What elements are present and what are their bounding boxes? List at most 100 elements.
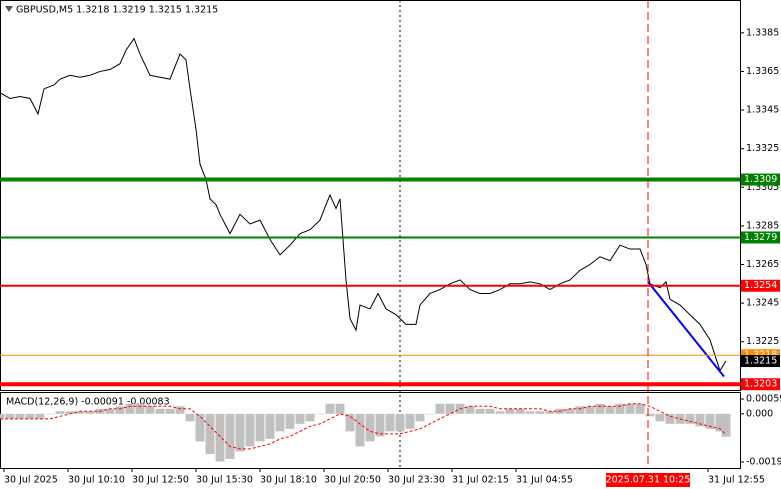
- macd-bar: [615, 403, 625, 414]
- y-tick-label: 0.000: [746, 408, 773, 419]
- macd-bar: [155, 408, 165, 414]
- signal-line: [0, 403, 727, 450]
- y-tick-label: 1.3325: [746, 143, 779, 154]
- macd-bar: [215, 413, 225, 462]
- macd-bar: [35, 413, 45, 419]
- x-tick-label: 30 Jul 18:10: [260, 475, 317, 486]
- level-label-box: [741, 378, 780, 391]
- macd-bar: [595, 403, 605, 414]
- macd-bar: [545, 411, 555, 414]
- x-tick-label: 30 Jul 10:10: [68, 475, 125, 486]
- macd-bar: [505, 408, 515, 414]
- macd-bar: [5, 413, 15, 419]
- macd-bar: [475, 408, 485, 414]
- macd-bar: [705, 413, 715, 429]
- macd-bar: [685, 413, 695, 424]
- y-tick-label: 1.3265: [746, 259, 779, 270]
- macd-bar: [185, 413, 195, 422]
- macd-bar: [525, 411, 535, 414]
- trend-line: [647, 281, 725, 378]
- macd-bar: [495, 411, 505, 414]
- macd-bar: [605, 406, 615, 414]
- macd-bar: [245, 413, 255, 447]
- macd-bar: [145, 406, 155, 414]
- macd-bar: [45, 413, 55, 415]
- macd-bar: [175, 406, 185, 414]
- macd-bar: [235, 413, 245, 452]
- macd-bar: [345, 413, 355, 432]
- macd-bar: [85, 411, 95, 414]
- macd-bar: [645, 413, 655, 417]
- macd-bar: [115, 406, 125, 414]
- y-tick-label: 1.3245: [746, 298, 779, 309]
- macd-bar: [635, 403, 645, 414]
- macd-title: MACD(12,26,9) -0.00091 -0.00083: [6, 397, 170, 408]
- macd-bar: [695, 413, 705, 427]
- macd-bar: [205, 413, 215, 454]
- y-tick-label: 1.3345: [746, 105, 779, 116]
- macd-panel-frame: [0, 392, 741, 469]
- level-label-box: [741, 231, 780, 244]
- last-price-box: [741, 355, 780, 368]
- macd-bar: [65, 411, 75, 414]
- macd-bar: [465, 406, 475, 414]
- macd-bar: [585, 406, 595, 414]
- y-tick-label: 0.00059: [746, 394, 781, 405]
- macd-bar: [315, 413, 325, 415]
- y-tick-label: 1.3365: [746, 66, 779, 77]
- macd-bar: [655, 413, 665, 422]
- macd-bar: [225, 413, 235, 459]
- macd-bar: [385, 413, 395, 432]
- level-label: 1.3279: [744, 232, 777, 243]
- price-line: [0, 37, 727, 372]
- y-tick-label: -0.00192: [746, 456, 781, 467]
- macd-bar: [105, 408, 115, 414]
- macd-bar: [415, 413, 425, 422]
- x-tick-label: 31 Jul 02:15: [452, 475, 509, 486]
- macd-bar: [515, 408, 525, 414]
- macd-bar: [335, 403, 345, 414]
- macd-bar: [15, 413, 25, 419]
- macd-bar: [665, 413, 675, 424]
- level-label: 1.3309: [744, 174, 777, 185]
- macd-bar: [265, 413, 275, 439]
- x-tick-label: 31 Jul 04:55: [516, 475, 573, 486]
- macd-bar: [295, 413, 305, 424]
- price-panel-frame: [0, 0, 741, 391]
- macd-bar: [395, 413, 405, 432]
- macd-bar: [435, 403, 445, 414]
- macd-bar: [405, 413, 415, 429]
- macd-bar: [721, 413, 731, 437]
- macd-bar: [285, 413, 295, 429]
- macd-bar: [375, 413, 385, 437]
- y-tick-label: 1.3385: [746, 27, 779, 38]
- cursor-label: 2025.07.31 10:25: [606, 475, 691, 486]
- symbol-icon: [5, 6, 13, 12]
- macd-bar: [365, 413, 375, 442]
- macd-bar: [715, 413, 725, 432]
- x-tick-label: 31 Jul 12:55: [708, 475, 765, 486]
- level-label-box: [741, 279, 780, 292]
- macd-bar: [325, 403, 335, 414]
- level-label: 1.3254: [744, 280, 777, 291]
- level-label: 1.3203: [744, 379, 777, 390]
- last-price-label: 1.3215: [744, 356, 777, 367]
- macd-bar: [125, 403, 135, 414]
- macd-bar: [425, 413, 435, 415]
- level-label-box: [741, 173, 780, 186]
- macd-bar: [305, 413, 315, 422]
- macd-bar: [135, 403, 145, 414]
- y-tick-label: 1.3225: [746, 336, 779, 347]
- x-tick-label: 30 Jul 15:30: [196, 475, 253, 486]
- y-tick-label: 1.3305: [746, 182, 779, 193]
- macd-bar: [625, 403, 635, 414]
- macd-bar: [55, 411, 65, 414]
- macd-bar: [575, 406, 585, 414]
- macd-bar: [25, 413, 35, 419]
- macd-bar: [255, 413, 265, 442]
- x-tick-label: 30 Jul 12:50: [132, 475, 189, 486]
- macd-bar: [75, 411, 85, 414]
- cursor-label-box: [606, 473, 690, 487]
- x-tick-label: 30 Jul 20:50: [324, 475, 381, 486]
